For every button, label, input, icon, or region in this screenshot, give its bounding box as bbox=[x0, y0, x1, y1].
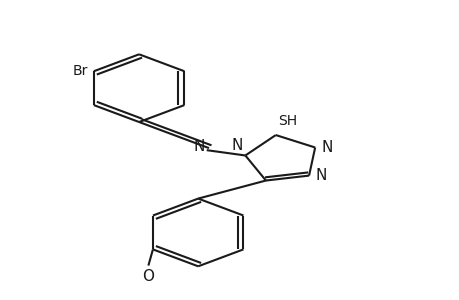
Text: Br: Br bbox=[73, 64, 88, 78]
Text: N: N bbox=[315, 168, 326, 183]
Text: N: N bbox=[193, 139, 204, 154]
Text: N: N bbox=[231, 138, 242, 153]
Text: SH: SH bbox=[277, 114, 297, 128]
Text: N: N bbox=[321, 140, 332, 155]
Text: O: O bbox=[142, 268, 154, 284]
